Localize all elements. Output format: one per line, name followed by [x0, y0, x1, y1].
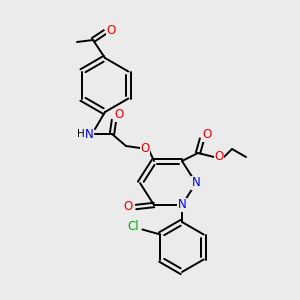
Text: N: N	[178, 199, 186, 212]
Text: H: H	[77, 129, 85, 139]
Text: N: N	[192, 176, 200, 190]
Text: N: N	[85, 128, 93, 140]
Text: O: O	[123, 200, 133, 214]
Text: O: O	[214, 151, 224, 164]
Text: O: O	[114, 109, 124, 122]
Text: Cl: Cl	[128, 220, 139, 233]
Text: O: O	[202, 128, 211, 142]
Text: O: O	[106, 23, 116, 37]
Text: O: O	[140, 142, 150, 155]
